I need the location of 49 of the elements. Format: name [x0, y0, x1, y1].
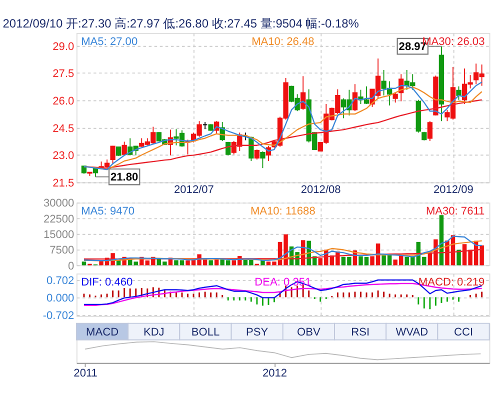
text: MACD	[86, 326, 119, 339]
text: BOLL	[191, 326, 220, 339]
annotation: 21.80	[110, 172, 138, 184]
x-tick-label: 2012	[262, 367, 288, 380]
text: MA5: 9470	[81, 206, 135, 218]
candlestick	[260, 150, 266, 169]
x-tick-label: 2012/07	[174, 184, 214, 196]
series-label: MACD: 0.219	[418, 276, 485, 289]
text: PSY	[246, 326, 269, 339]
bar	[456, 250, 461, 266]
text: KDJ	[143, 326, 164, 339]
y-tick-label: 23.0	[52, 150, 74, 162]
line-series	[83, 236, 482, 262]
text: MA10: 11688	[250, 206, 316, 218]
y-tick-label: 22500	[43, 213, 74, 226]
y-tick-label: 15000	[43, 229, 74, 242]
text: OBV	[297, 326, 321, 339]
y-tick-label: 27.5	[52, 68, 74, 80]
text: RSI	[351, 326, 370, 339]
series-label: DIF: 0.460	[81, 276, 133, 289]
candlestick	[456, 86, 462, 100]
y-tick-label: -0.702	[42, 310, 74, 322]
y-tick-label: 0	[68, 260, 74, 272]
candlestick	[254, 149, 260, 160]
y-tick-label: 24.5	[52, 122, 74, 135]
x-tick-label: 2011	[74, 367, 98, 380]
y-tick-label: 0.000	[46, 292, 74, 304]
bar	[260, 260, 265, 266]
y-tick-label: 0.702	[46, 274, 74, 287]
y-tick-label: 29.0	[52, 40, 74, 53]
text: MA5: 27.00	[81, 36, 138, 48]
candlestick	[116, 146, 122, 156]
text: CCI	[454, 326, 474, 339]
text: WVAD	[396, 326, 428, 339]
text: MA10: 26.48	[252, 36, 314, 48]
y-tick-label: 30000	[43, 198, 74, 210]
bar	[214, 260, 219, 266]
x-tick-label: 2012/08	[300, 184, 341, 196]
chart-title: 2012/09/10 开:27.30 高:27.97 低:26.80 收:27.45 量:9504 幅:-0.18%	[2, 16, 360, 30]
candlestick	[392, 92, 398, 104]
y-tick-label: 7500	[50, 244, 74, 257]
x-tick-label: 2012/09	[433, 184, 474, 196]
candlestick	[427, 120, 433, 142]
bar	[82, 262, 86, 266]
text: MA30: 7611	[426, 206, 485, 218]
y-tick-label: 26.0	[52, 96, 74, 108]
y-tick-label: 21.5	[52, 177, 74, 190]
bar	[208, 260, 213, 266]
candlestick	[122, 141, 127, 156]
